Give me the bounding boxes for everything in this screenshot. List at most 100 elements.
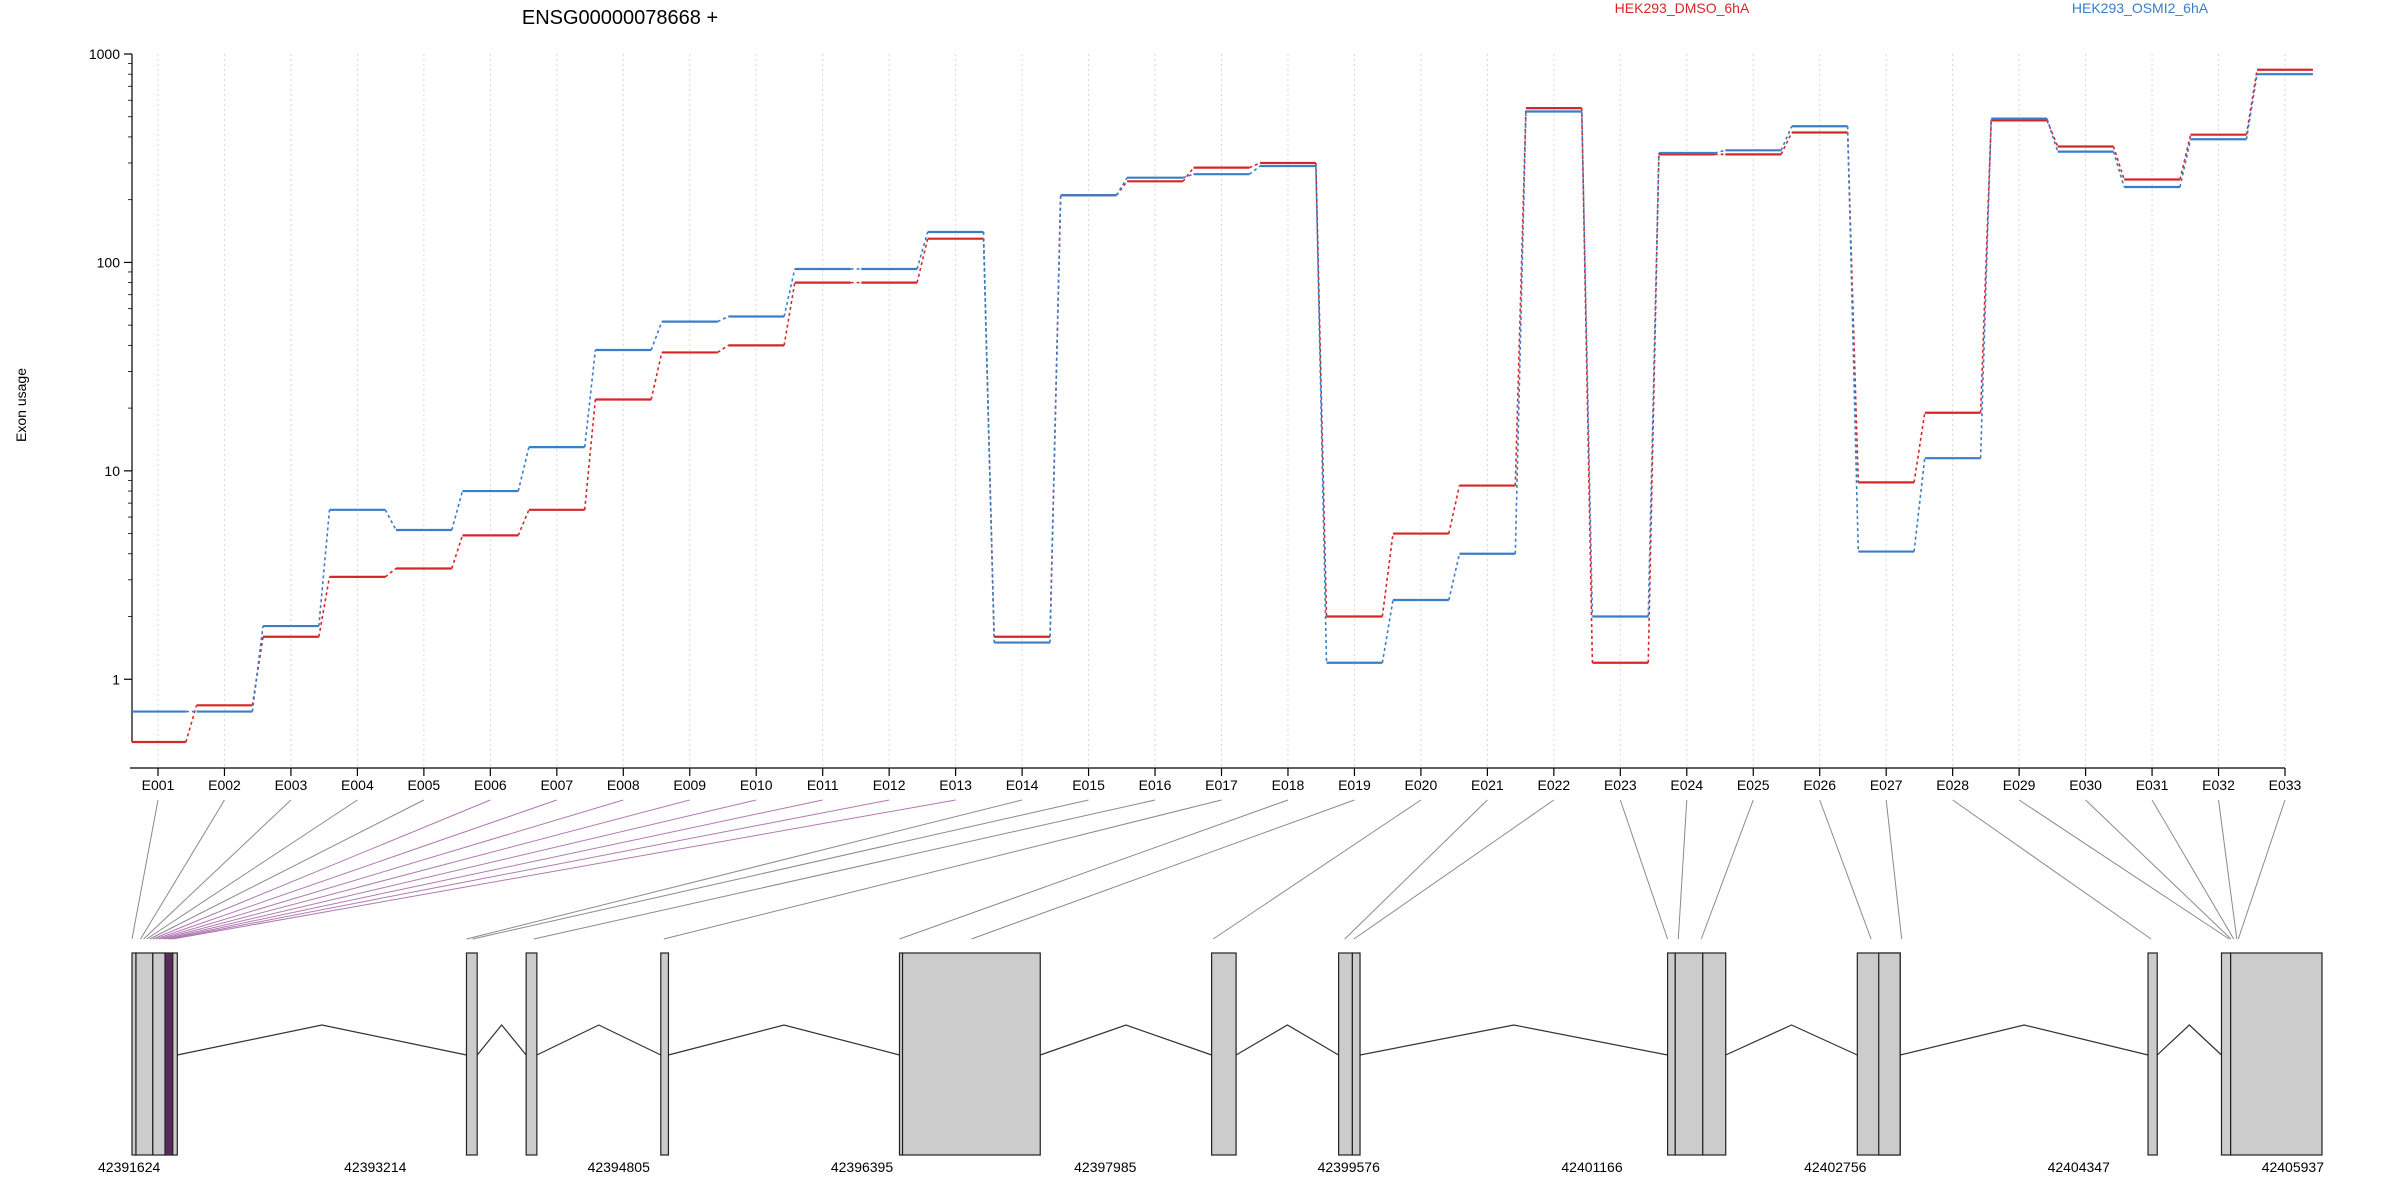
y-axis: 1 10 100 1000 bbox=[89, 46, 133, 742]
series-connector bbox=[583, 399, 597, 510]
series-connector bbox=[1780, 132, 1793, 155]
series-connector bbox=[1714, 149, 1726, 154]
intron-5 bbox=[1040, 1024, 1212, 1056]
connector-e029 bbox=[2018, 799, 2230, 940]
series-connector bbox=[451, 490, 464, 531]
series-connector bbox=[1979, 118, 1993, 459]
connector-e033 bbox=[2237, 799, 2286, 940]
y-tick-label-100: 100 bbox=[97, 254, 121, 270]
series-connector bbox=[717, 315, 729, 323]
exon-block-18 bbox=[1878, 952, 1901, 1156]
x-tick-label-e021: E021 bbox=[1471, 777, 1504, 793]
connector-e006 bbox=[152, 799, 491, 940]
series-connector bbox=[1580, 111, 1594, 617]
series-connector bbox=[1979, 120, 1993, 413]
x-tick-label-e010: E010 bbox=[740, 777, 773, 793]
x-tick-label-e013: E013 bbox=[939, 777, 972, 793]
intron-2 bbox=[476, 1024, 527, 1056]
connector-e012 bbox=[170, 799, 890, 940]
genomic-tick-label-8: 42402756 bbox=[1804, 1159, 1867, 1175]
connector-e025 bbox=[1700, 799, 1754, 940]
connector-e028 bbox=[1952, 799, 2152, 940]
genomic-tick-label-1: 42391624 bbox=[98, 1159, 161, 1175]
connector-e011 bbox=[168, 799, 823, 940]
series-connector bbox=[650, 352, 663, 400]
connector-e002 bbox=[140, 799, 225, 940]
x-tick-label-e016: E016 bbox=[1139, 777, 1172, 793]
x-tick-label-e029: E029 bbox=[2003, 777, 2036, 793]
series-connector bbox=[1115, 177, 1128, 196]
series-connector bbox=[650, 321, 663, 351]
x-tick-label-e027: E027 bbox=[1870, 777, 1903, 793]
series-connector bbox=[1248, 165, 1261, 175]
genomic-tick-label-7: 42401166 bbox=[1561, 1159, 1622, 1175]
series-connector bbox=[1846, 126, 1860, 552]
x-axis: E001 E002 E003 E004 E005 E006 E007 E008 E009 E010… bbox=[130, 767, 2302, 793]
exon-block-highlighted bbox=[164, 952, 174, 1156]
series-connector bbox=[2046, 120, 2059, 147]
series-connector bbox=[1049, 195, 1062, 643]
series-connector bbox=[1315, 162, 1328, 617]
x-tick-label-e025: E025 bbox=[1737, 777, 1770, 793]
plot-gridlines bbox=[157, 54, 2286, 768]
series-connector bbox=[1514, 111, 1527, 554]
exon-block-3 bbox=[152, 952, 166, 1156]
x-tick-label-e024: E024 bbox=[1670, 777, 1703, 793]
x-tick-label-e015: E015 bbox=[1072, 777, 1105, 793]
series-connector bbox=[318, 576, 331, 637]
series-connector bbox=[1315, 166, 1328, 663]
connector-e015 bbox=[472, 799, 1089, 940]
series-layer bbox=[132, 68, 2313, 744]
exon-block-6 bbox=[465, 952, 478, 1156]
exon-block-7 bbox=[525, 952, 538, 1156]
exon-block-14 bbox=[1666, 952, 1676, 1156]
connector-e017 bbox=[663, 799, 1222, 940]
series-connector bbox=[1913, 458, 1926, 552]
exon-block-11 bbox=[1211, 952, 1237, 1156]
series-connector bbox=[1448, 485, 1461, 534]
connector-e031 bbox=[2151, 799, 2235, 940]
legend-entry-osmi2: HEK293_OSMI2_6hA bbox=[2072, 0, 2209, 16]
connector-e022 bbox=[1353, 799, 1555, 940]
series-connector bbox=[982, 231, 995, 643]
series-connector bbox=[1448, 553, 1461, 601]
series-connector bbox=[916, 238, 929, 283]
series-connector bbox=[517, 509, 530, 536]
connector-e016 bbox=[533, 799, 1156, 940]
series-connector bbox=[1249, 162, 1261, 169]
connector-e024 bbox=[1677, 799, 1688, 940]
connector-e026 bbox=[1819, 799, 1872, 940]
x-tick-label-e033: E033 bbox=[2269, 777, 2302, 793]
series-connector bbox=[1514, 108, 1527, 486]
y-tick-label-10: 10 bbox=[104, 463, 120, 479]
series-connector bbox=[1182, 173, 1194, 179]
chart-title: ENSG00000078668 + bbox=[522, 7, 718, 29]
intron-9 bbox=[1900, 1024, 2149, 1056]
exon-block-2 bbox=[135, 952, 154, 1156]
connector-e021 bbox=[1344, 799, 1488, 940]
connector-e001 bbox=[131, 799, 159, 940]
x-tick-label-e019: E019 bbox=[1338, 777, 1371, 793]
exon-connector-lines bbox=[131, 799, 2286, 940]
x-tick-label-e014: E014 bbox=[1006, 777, 1039, 793]
exon-block-12 bbox=[1338, 952, 1353, 1156]
series-connector bbox=[2046, 118, 2059, 152]
x-tick-label-e002: E002 bbox=[208, 777, 241, 793]
exon-block-19 bbox=[2147, 952, 2158, 1156]
genomic-tick-label-3: 42394805 bbox=[588, 1159, 651, 1175]
intron-7 bbox=[1359, 1024, 1668, 1056]
series-connector bbox=[384, 567, 397, 578]
genomic-tick-label-6: 42399576 bbox=[1318, 1159, 1381, 1175]
series-hek293-osmi2-6ha bbox=[132, 73, 2313, 713]
x-tick-label-e011: E011 bbox=[807, 777, 839, 793]
x-tick-label-e001: E001 bbox=[142, 777, 175, 793]
x-tick-label-e018: E018 bbox=[1272, 777, 1305, 793]
x-tick-label-e004: E004 bbox=[341, 777, 374, 793]
series-connector bbox=[783, 282, 796, 346]
series-connector bbox=[2245, 74, 2258, 140]
x-tick-label-e017: E017 bbox=[1205, 777, 1238, 793]
exon-block-21 bbox=[2230, 952, 2323, 1156]
exon-block-15 bbox=[1674, 952, 1704, 1156]
connector-e014 bbox=[466, 799, 1023, 940]
